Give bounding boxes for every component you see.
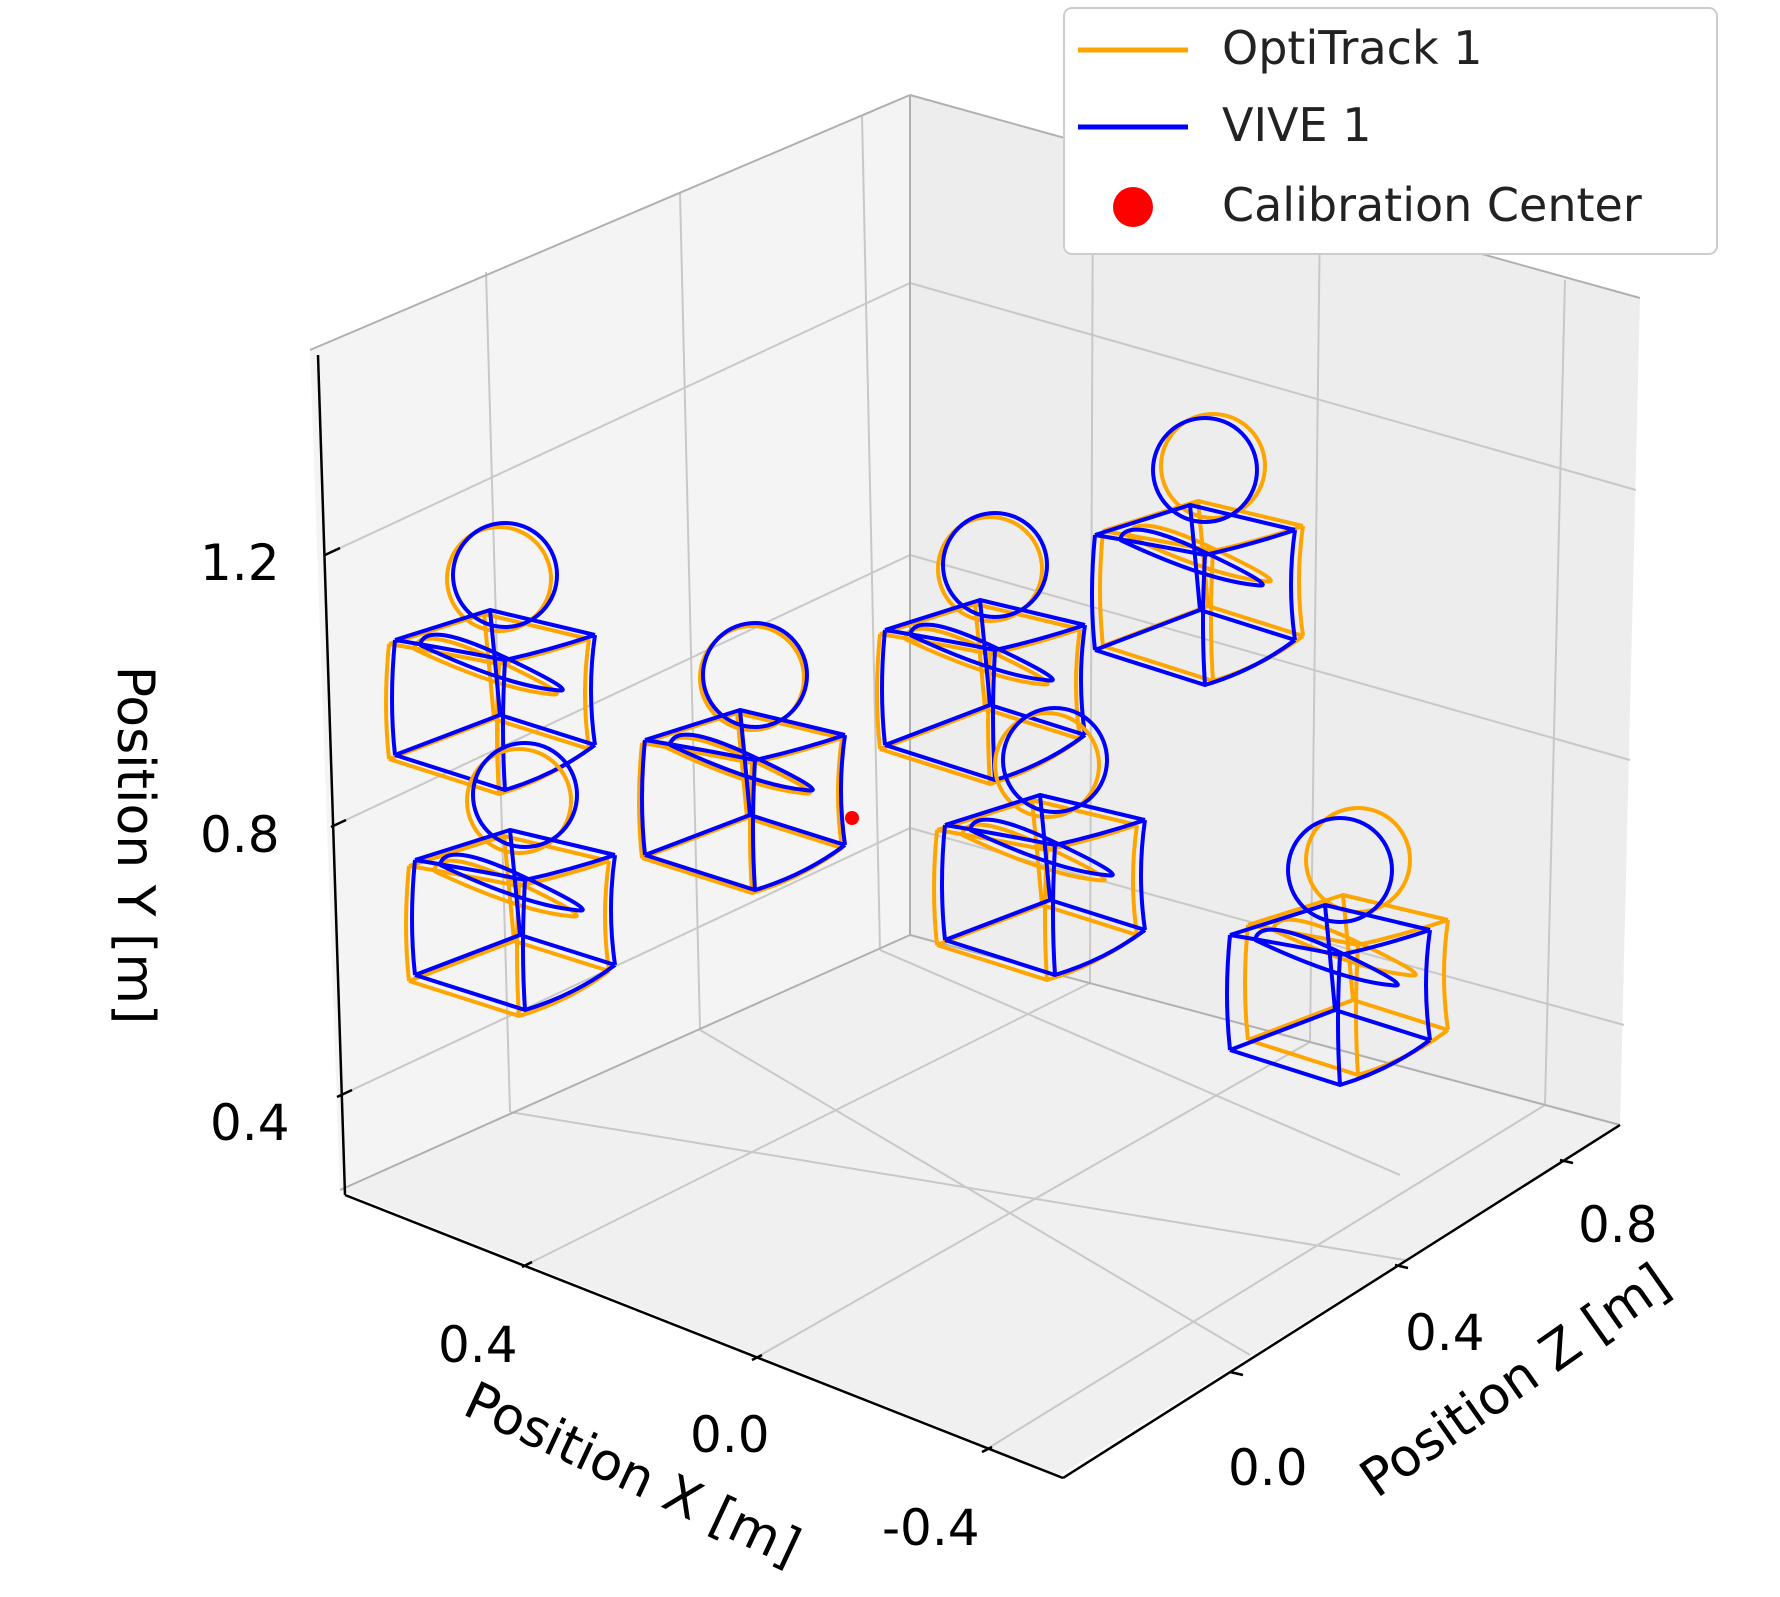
legend-label: OptiTrack 1	[1222, 21, 1482, 75]
x-axis-label: Position X [m]	[455, 1371, 809, 1579]
back-left-pane	[310, 95, 910, 1190]
z-tick-label: 0.8	[1578, 1196, 1658, 1254]
trajectory-segment	[640, 621, 847, 892]
z-tick-label: 0.4	[1405, 1304, 1485, 1362]
z-tick-labels: 0.8 0.4 0.0	[1228, 1196, 1658, 1497]
z-tick-label: 0.0	[1228, 1439, 1308, 1497]
legend-label: Calibration Center	[1222, 178, 1642, 232]
axis-lines	[316, 354, 1621, 1480]
trajectory-segment	[1090, 416, 1297, 687]
trajectory-segment	[1225, 816, 1432, 1087]
legend-box	[1063, 7, 1718, 255]
x-tick-label: 0.4	[438, 1316, 518, 1374]
trajectory-segment	[404, 747, 611, 1018]
trajectories	[384, 412, 1450, 1087]
x-tick-label: 0.0	[690, 1406, 770, 1464]
floor-pane	[340, 935, 1620, 1475]
y-tick-label: 0.8	[200, 806, 280, 864]
calibration-center-point	[845, 811, 859, 825]
x-axis-line	[344, 1193, 1064, 1480]
legend: OptiTrack 1 VIVE 1 Calibration Center	[1063, 7, 1718, 255]
grid-lines	[324, 114, 1637, 1453]
x-tick-label: -0.4	[882, 1499, 980, 1557]
z-axis-label: Position Z [m]	[1350, 1253, 1681, 1510]
y-tick-label: 0.4	[210, 1094, 290, 1152]
y-axis-label: Position Y [m]	[105, 666, 165, 1025]
trajectory-segment	[410, 741, 617, 1012]
y-tick-label: 1.2	[200, 534, 280, 592]
legend-swatch-center	[1113, 187, 1153, 227]
tick-marks	[324, 546, 1574, 1454]
trajectory-segment	[880, 511, 1087, 782]
legend-label: VIVE 1	[1222, 98, 1371, 152]
x-tick-labels: 0.4 0.0 -0.4	[438, 1316, 980, 1557]
trajectory-segment	[940, 706, 1147, 977]
y-tick-labels: 1.2 0.8 0.4	[200, 534, 290, 1152]
trajectory-segment	[390, 521, 597, 792]
y-axis-line	[316, 354, 347, 1196]
z-axis-line	[1062, 1123, 1621, 1480]
